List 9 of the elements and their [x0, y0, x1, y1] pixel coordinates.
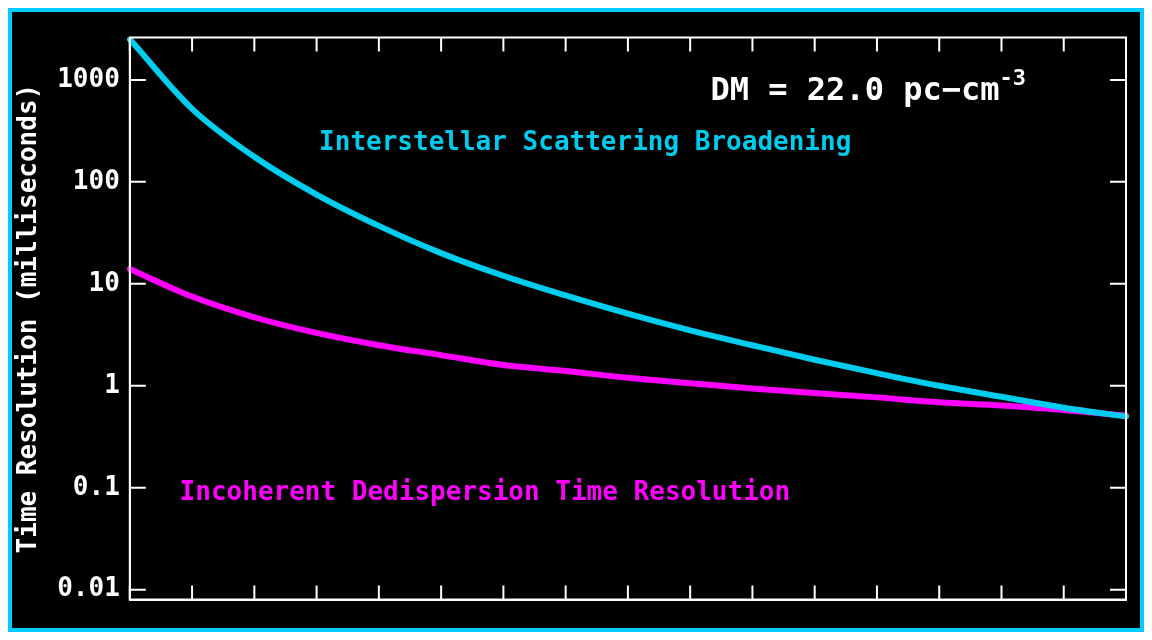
y-tick-label: 100 — [72, 164, 120, 195]
y-tick-label: 1 — [104, 368, 120, 399]
y-tick-label: 10 — [88, 266, 120, 297]
series-label: Interstellar Scattering Broadening — [319, 125, 852, 156]
y-axis-title: Time Resolution (milliseconds) — [12, 83, 43, 554]
y-tick-label: 0.1 — [72, 470, 120, 501]
text: Incoherent Dedispersion Time Resolution — [179, 475, 791, 506]
y-tick-label: 0.01 — [57, 572, 120, 603]
y-tick-label: 1000 — [57, 62, 120, 93]
